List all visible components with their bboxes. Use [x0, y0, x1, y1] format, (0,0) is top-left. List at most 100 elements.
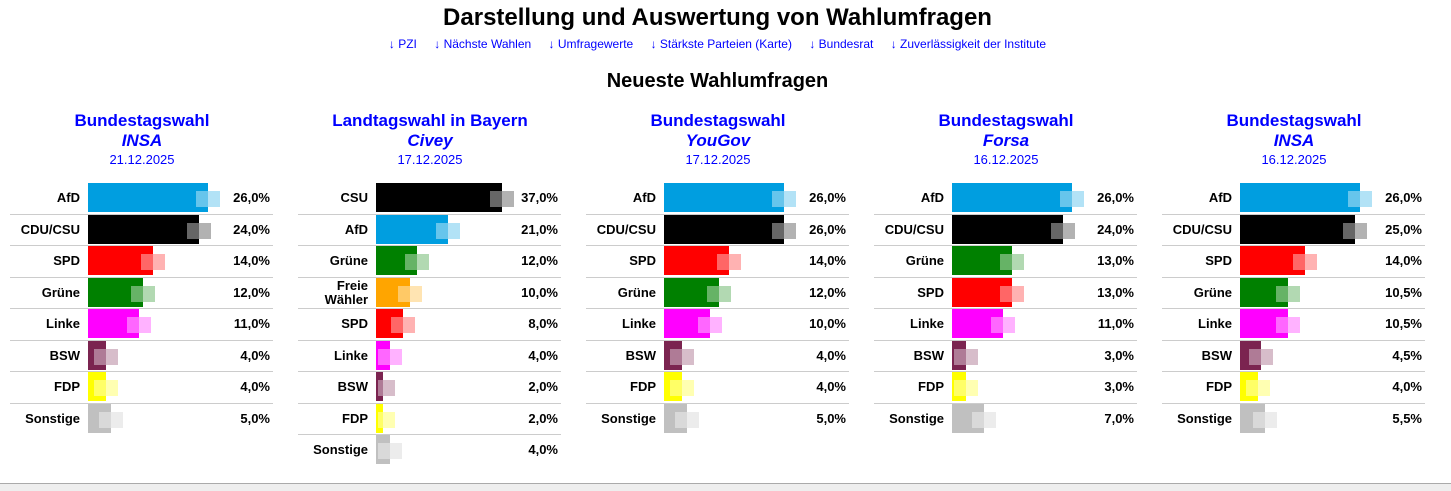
poll-institute[interactable]: Forsa — [982, 131, 1030, 150]
trend-marker-outside — [143, 285, 156, 302]
section-title: Neueste Wahlumfragen — [606, 70, 829, 92]
result-row: BSW 3,0% — [874, 340, 1137, 372]
result-value: 24,0% — [1097, 221, 1134, 237]
trend-marker — [196, 191, 208, 207]
result-row: CSU 37,0% — [298, 183, 561, 215]
result-value: 21,0% — [521, 221, 558, 237]
party-label: FDP — [630, 379, 656, 394]
result-bar — [376, 246, 417, 275]
result-row: Sonstige 5,0% — [586, 403, 849, 436]
nav-link-staerkste-parteien[interactable]: ↓ Stärkste Parteien (Karte) — [650, 37, 792, 51]
party-label: FDP — [342, 410, 368, 426]
poll-header[interactable]: Bundestagswahl Forsa 16.12.2025 — [864, 110, 1148, 169]
result-bar — [664, 309, 711, 338]
trend-marker — [716, 254, 729, 270]
trend-marker-outside — [1012, 254, 1024, 270]
nav-link-pzi[interactable]: ↓ PZI — [388, 37, 417, 51]
result-bar — [664, 246, 729, 275]
nav-link-bundesrat[interactable]: ↓ Bundesrat — [809, 37, 874, 51]
result-value: 4,0% — [816, 379, 846, 394]
trend-marker — [378, 348, 390, 365]
party-label: SPD — [53, 253, 80, 268]
result-value: 8,0% — [528, 316, 558, 331]
poll-header[interactable]: Bundestagswahl INSA 21.12.2025 — [0, 110, 284, 169]
poll-header[interactable]: Landtagswahl in Bayern Civey 17.12.2025 — [288, 110, 572, 169]
trend-marker-outside — [416, 254, 429, 270]
trend-marker-outside — [984, 411, 997, 428]
result-row: FDP 4,0% — [10, 372, 273, 404]
poll-results: AfD 26,0% CDU/CSU 26,0% SPD 14,0% Grüne 12,… — [586, 183, 849, 435]
poll-election[interactable]: Landtagswahl in Bayern — [332, 111, 528, 130]
trend-marker-outside — [784, 191, 796, 207]
result-value: 4,0% — [816, 347, 846, 363]
trend-marker — [1060, 191, 1072, 207]
party-label: AfD — [344, 221, 368, 237]
trend-marker-outside — [784, 222, 796, 239]
party-label: Sonstige — [1177, 410, 1232, 426]
poll-election[interactable]: Bundestagswahl — [74, 111, 210, 130]
party-label: Linke — [334, 347, 368, 363]
result-bar — [664, 340, 683, 370]
result-bar — [88, 214, 199, 244]
poll-institute[interactable]: INSA — [1273, 131, 1315, 150]
poll-election[interactable]: Bundestagswahl — [650, 111, 786, 130]
party-label: FDP — [54, 379, 80, 394]
trend-marker-outside — [1288, 317, 1301, 333]
trend-marker — [378, 380, 383, 396]
result-bar — [88, 372, 107, 401]
poll-results: CSU 37,0% AfD 21,0% Grüne 12,0% Freie Wähle… — [298, 183, 561, 467]
result-value: 4,0% — [528, 442, 558, 457]
result-bar — [376, 403, 383, 433]
party-label: AfD — [632, 190, 656, 205]
poll-institute[interactable]: Civey — [407, 131, 453, 150]
result-value: 10,5% — [1385, 316, 1422, 331]
trend-marker-outside — [687, 411, 700, 428]
bottom-scrollbar[interactable] — [0, 483, 1451, 491]
result-row: Sonstige 5,0% — [10, 403, 273, 436]
result-bar — [952, 277, 1012, 307]
poll-header[interactable]: Bundestagswahl YouGov 17.12.2025 — [576, 110, 860, 169]
trend-marker-outside — [965, 380, 978, 396]
party-label: Grüne — [905, 253, 944, 268]
poll-institute[interactable]: YouGov — [685, 131, 751, 150]
result-bar — [376, 309, 404, 338]
trend-marker-outside — [389, 348, 402, 365]
poll-header[interactable]: Bundestagswahl INSA 16.12.2025 — [1152, 110, 1436, 169]
trend-marker — [140, 254, 153, 270]
trend-marker-outside — [198, 222, 211, 239]
trend-marker-outside — [447, 222, 460, 239]
trend-marker — [954, 380, 966, 396]
result-row: Linke 10,5% — [1162, 309, 1425, 341]
result-value: 11,0% — [233, 316, 270, 331]
nav-link-zuverlaessigkeit[interactable]: ↓ Zuverlässigkeit der Institute — [890, 37, 1047, 51]
party-label: AfD — [920, 190, 944, 205]
party-label: Linke — [622, 316, 656, 331]
nav-link-naechste-wahlen[interactable]: ↓ Nächste Wahlen — [434, 37, 532, 51]
trend-marker — [404, 254, 417, 270]
result-bar — [664, 183, 784, 212]
poll-institute[interactable]: INSA — [121, 131, 163, 150]
result-value: 10,5% — [1385, 284, 1422, 300]
poll-panel: Landtagswahl in Bayern Civey 17.12.2025 C… — [288, 110, 576, 464]
trend-marker — [99, 411, 112, 428]
result-value: 3,0% — [1104, 347, 1134, 363]
result-row: Grüne 12,0% — [298, 246, 561, 278]
result-row: Grüne 13,0% — [874, 246, 1137, 278]
poll-panel: Bundestagswahl INSA 16.12.2025 AfD 26,0% C… — [1152, 110, 1440, 433]
trend-marker-outside — [682, 348, 695, 365]
trend-marker — [490, 191, 502, 207]
result-row: Linke 4,0% — [298, 340, 561, 372]
result-bar — [88, 340, 107, 370]
poll-election[interactable]: Bundestagswahl — [1226, 111, 1362, 130]
trend-marker — [378, 411, 383, 428]
poll-election[interactable]: Bundestagswahl — [938, 111, 1074, 130]
trend-marker — [398, 285, 411, 302]
result-value: 2,0% — [528, 410, 558, 426]
result-value: 4,5% — [1392, 347, 1422, 363]
party-label: FDP — [918, 379, 944, 394]
nav-link-umfragewerte[interactable]: ↓ Umfragewerte — [548, 37, 634, 51]
party-label: Sonstige — [25, 410, 80, 426]
trend-marker — [378, 443, 390, 459]
trend-marker-outside — [138, 317, 151, 333]
result-row: Linke 10,0% — [586, 309, 849, 341]
